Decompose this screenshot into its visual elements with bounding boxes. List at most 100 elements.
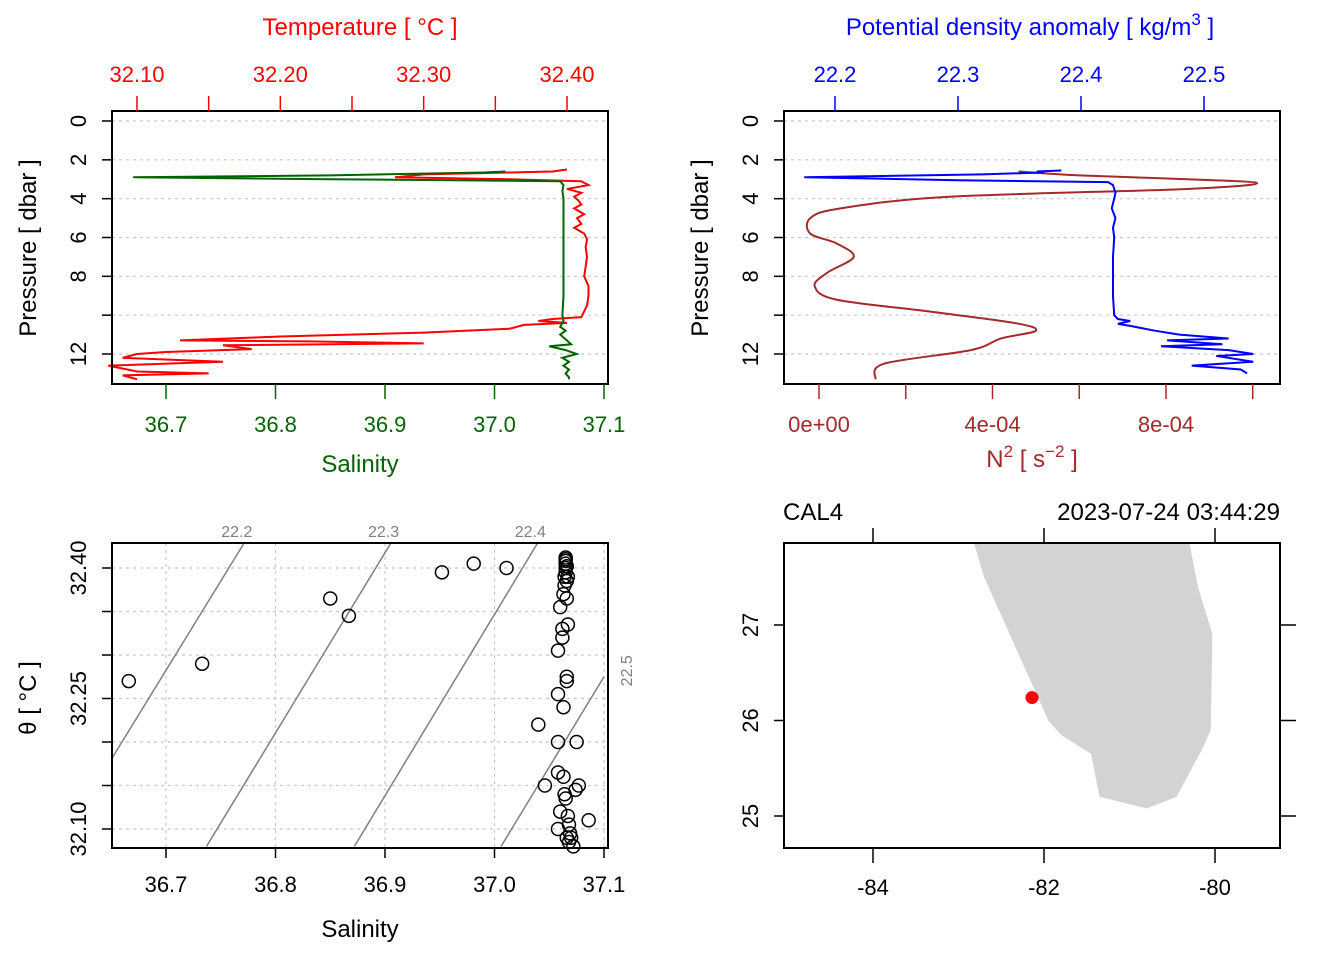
bottom-tick-label: 0e+00 [788, 412, 850, 437]
y-tick-label: 25 [738, 804, 763, 828]
data-point [556, 699, 571, 715]
y-axis-label: Pressure [ dbar ] [15, 159, 42, 336]
y-tick-label: 12 [738, 342, 763, 366]
y-tick-label: 8 [738, 270, 763, 282]
data-point [560, 569, 576, 584]
bottom-tick-label: 8e-04 [1138, 412, 1194, 437]
data-point [559, 669, 575, 684]
isopycnal-label: 22.4 [515, 524, 546, 541]
data-point [194, 656, 210, 671]
station-label: CAL4 [783, 499, 843, 526]
data-point [558, 550, 573, 565]
bottom-axis-label: N2 [ s−2 ] [986, 442, 1078, 473]
panel-density-profile: 0 2 4 6 8 12 22.2 22.3 22.4 22.5 0e+00 4e-04 8e-04… [687, 10, 1281, 473]
bottom-axis-label: Salinity [321, 451, 398, 478]
datetime-label: 2023-07-24 03:44:29 [1057, 499, 1280, 526]
top-axis: 22.2 22.3 22.4 22.5 [814, 62, 1226, 111]
top-axis-label: Temperature [ °C ] [263, 14, 458, 41]
y-tick-label: 2 [738, 154, 763, 166]
density-series [804, 169, 1254, 375]
data-point [559, 673, 575, 689]
y-tick-label: 4 [738, 193, 763, 205]
top-tick-label: 22.4 [1060, 62, 1103, 87]
grid [784, 120, 1280, 355]
top-tick-label: 32.40 [539, 62, 594, 87]
top-tick-label: 32.20 [253, 62, 308, 87]
x-tick-label: 36.7 [145, 872, 188, 897]
y-axis: 32.10 32.25 32.40 [66, 540, 112, 857]
top-tick-label: 22.2 [814, 62, 857, 87]
x-tick-label: -82 [1028, 875, 1060, 900]
x-axis-label: Salinity [321, 916, 398, 943]
isopycnal-line [205, 541, 393, 847]
x-tick-label: 36.9 [364, 872, 407, 897]
data-point [341, 608, 357, 624]
data-point [323, 591, 338, 606]
data-point [466, 556, 481, 571]
data-point [550, 686, 566, 702]
bottom-tick-label: 36.9 [364, 412, 407, 437]
y-tick-label: 27 [738, 613, 763, 637]
isopycnal-line [353, 541, 539, 847]
top-tick-label: 32.10 [109, 62, 164, 87]
top-tick-label: 22.5 [1183, 62, 1226, 87]
top-axis: 32.10 32.20 32.30 32.40 [109, 62, 595, 111]
bottom-tick-label: 37.1 [583, 412, 626, 437]
data-point [581, 813, 596, 828]
x-tick-label: -80 [1199, 875, 1231, 900]
plot-frame [783, 542, 1281, 849]
y-tick-label: 2 [66, 154, 91, 166]
bottom-axis: 36.7 36.8 36.9 37.0 37.1 [145, 384, 626, 437]
data-point [531, 717, 546, 732]
data-point [550, 734, 566, 750]
salinity-series [133, 170, 580, 380]
isopycnal-line [500, 676, 605, 847]
n2-line [805, 170, 1259, 380]
data-point [550, 643, 566, 658]
bottom-tick-label: 37.0 [473, 412, 516, 437]
x-axis: -84 -82 -80 [857, 528, 1231, 900]
y-axis: 25 26 27 [738, 613, 1296, 828]
y-tick-label: 26 [738, 708, 763, 732]
isopycnals: 22.2 22.3 22.4 22.5 [110, 524, 636, 847]
data-point [559, 559, 575, 574]
y-tick-label: 32.25 [66, 671, 91, 726]
data-point [537, 778, 553, 793]
data-point [560, 808, 576, 824]
data-point [559, 591, 575, 606]
salinity-line [133, 170, 580, 380]
panel-ts-diagram: 22.2 22.3 22.4 22.5 36.7 36.8 36.9 37.0 37.1 32… [15, 524, 636, 943]
n2-series [805, 170, 1259, 380]
scatter-points [121, 550, 596, 854]
data-point [559, 830, 575, 845]
temperature-series [108, 168, 592, 381]
isopycnal-label: 22.2 [221, 524, 252, 541]
x-axis: 36.7 36.8 36.9 37.0 37.1 [145, 848, 626, 897]
y-axis-label: Pressure [ dbar ] [687, 159, 714, 336]
y-tick-label: 32.40 [66, 540, 91, 595]
data-point [499, 560, 514, 576]
y-tick-label: 8 [66, 270, 91, 282]
station-marker [1025, 691, 1039, 705]
y-axis-label: θ [ °C ] [15, 661, 42, 735]
isopycnal-line [110, 541, 246, 760]
bottom-axis: 0e+00 4e-04 8e-04 [788, 384, 1254, 437]
temperature-line [108, 168, 592, 381]
y-tick-label: 6 [66, 231, 91, 243]
x-tick-label: -84 [857, 875, 889, 900]
isopycnal-label: 22.5 [619, 655, 636, 686]
x-tick-label: 36.8 [254, 872, 297, 897]
top-tick-label: 32.30 [396, 62, 451, 87]
y-axis: 0 2 4 6 8 12 [738, 115, 784, 366]
data-point [558, 791, 573, 806]
x-tick-label: 37.1 [583, 872, 626, 897]
station-markers [1025, 691, 1039, 705]
data-point [552, 804, 568, 819]
x-tick-label: 37.0 [473, 872, 516, 897]
data-point [434, 565, 450, 580]
y-tick-label: 4 [66, 193, 91, 205]
bottom-tick-label: 36.8 [254, 412, 297, 437]
y-tick-label: 12 [66, 342, 91, 366]
density-line [804, 169, 1254, 375]
